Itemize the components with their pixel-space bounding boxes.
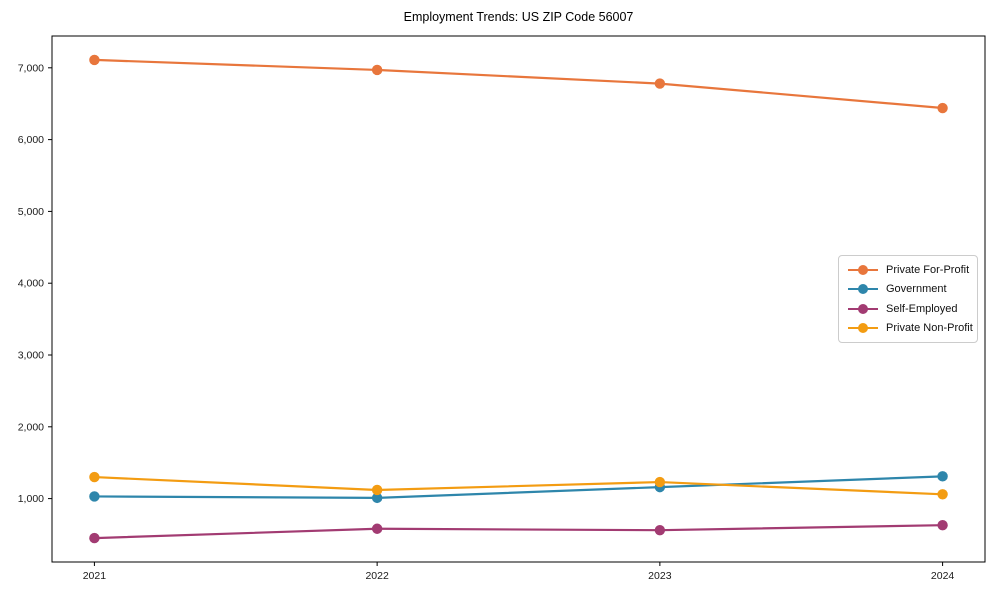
legend-item-self-employed: Self-Employed [848,299,971,319]
series-line-self-employed [93,524,944,540]
x-tick-label: 2021 [83,570,107,582]
data-point [89,54,100,66]
data-point [89,471,100,483]
legend-item-government: Government [848,280,971,300]
chart-title: Employment Trends: US ZIP Code 56007 [403,10,634,24]
legend-marker-icon [848,303,878,315]
data-point [654,78,666,89]
data-point [89,491,100,502]
legend-label: Private Non-Profit [886,322,973,335]
y-tick-label: 1,000 [18,493,44,505]
y-tick-label: 6,000 [18,134,44,146]
x-tick-label: 2024 [931,570,955,582]
data-point [654,476,666,488]
data-point [89,532,100,544]
data-point [654,524,666,536]
series-line-government [93,475,944,499]
data-point [937,102,948,114]
y-tick-label: 3,000 [18,350,44,362]
y-tick-label: 5,000 [18,206,44,218]
legend-item-private-for-profit: Private For-Profit [848,260,971,280]
legend-item-private-non-profit: Private Non-Profit [848,319,973,339]
legend-marker-icon [848,322,878,334]
legend: Private For-Profit Government Self-Employe… [838,255,978,343]
y-tick-label: 4,000 [18,278,44,290]
x-tick-label: 2022 [365,570,389,582]
data-point [937,519,948,531]
data-point [371,64,383,76]
legend-label: Government [886,283,947,296]
x-tick-label: 2023 [648,570,672,582]
y-tick-label: 7,000 [18,62,44,74]
plot-border [51,35,986,563]
data-point [937,489,948,500]
legend-label: Self-Employed [886,302,958,315]
series-line-private-for-profit [93,58,944,110]
series-line-private-non-profit [93,475,944,496]
legend-marker-icon [848,264,878,276]
data-point [371,492,383,504]
data-point [371,484,383,496]
legend-label: Private For-Profit [886,263,970,276]
y-tick-label: 2,000 [18,421,44,433]
data-point [937,471,948,482]
data-point [371,523,383,534]
legend-marker-icon [848,283,878,295]
